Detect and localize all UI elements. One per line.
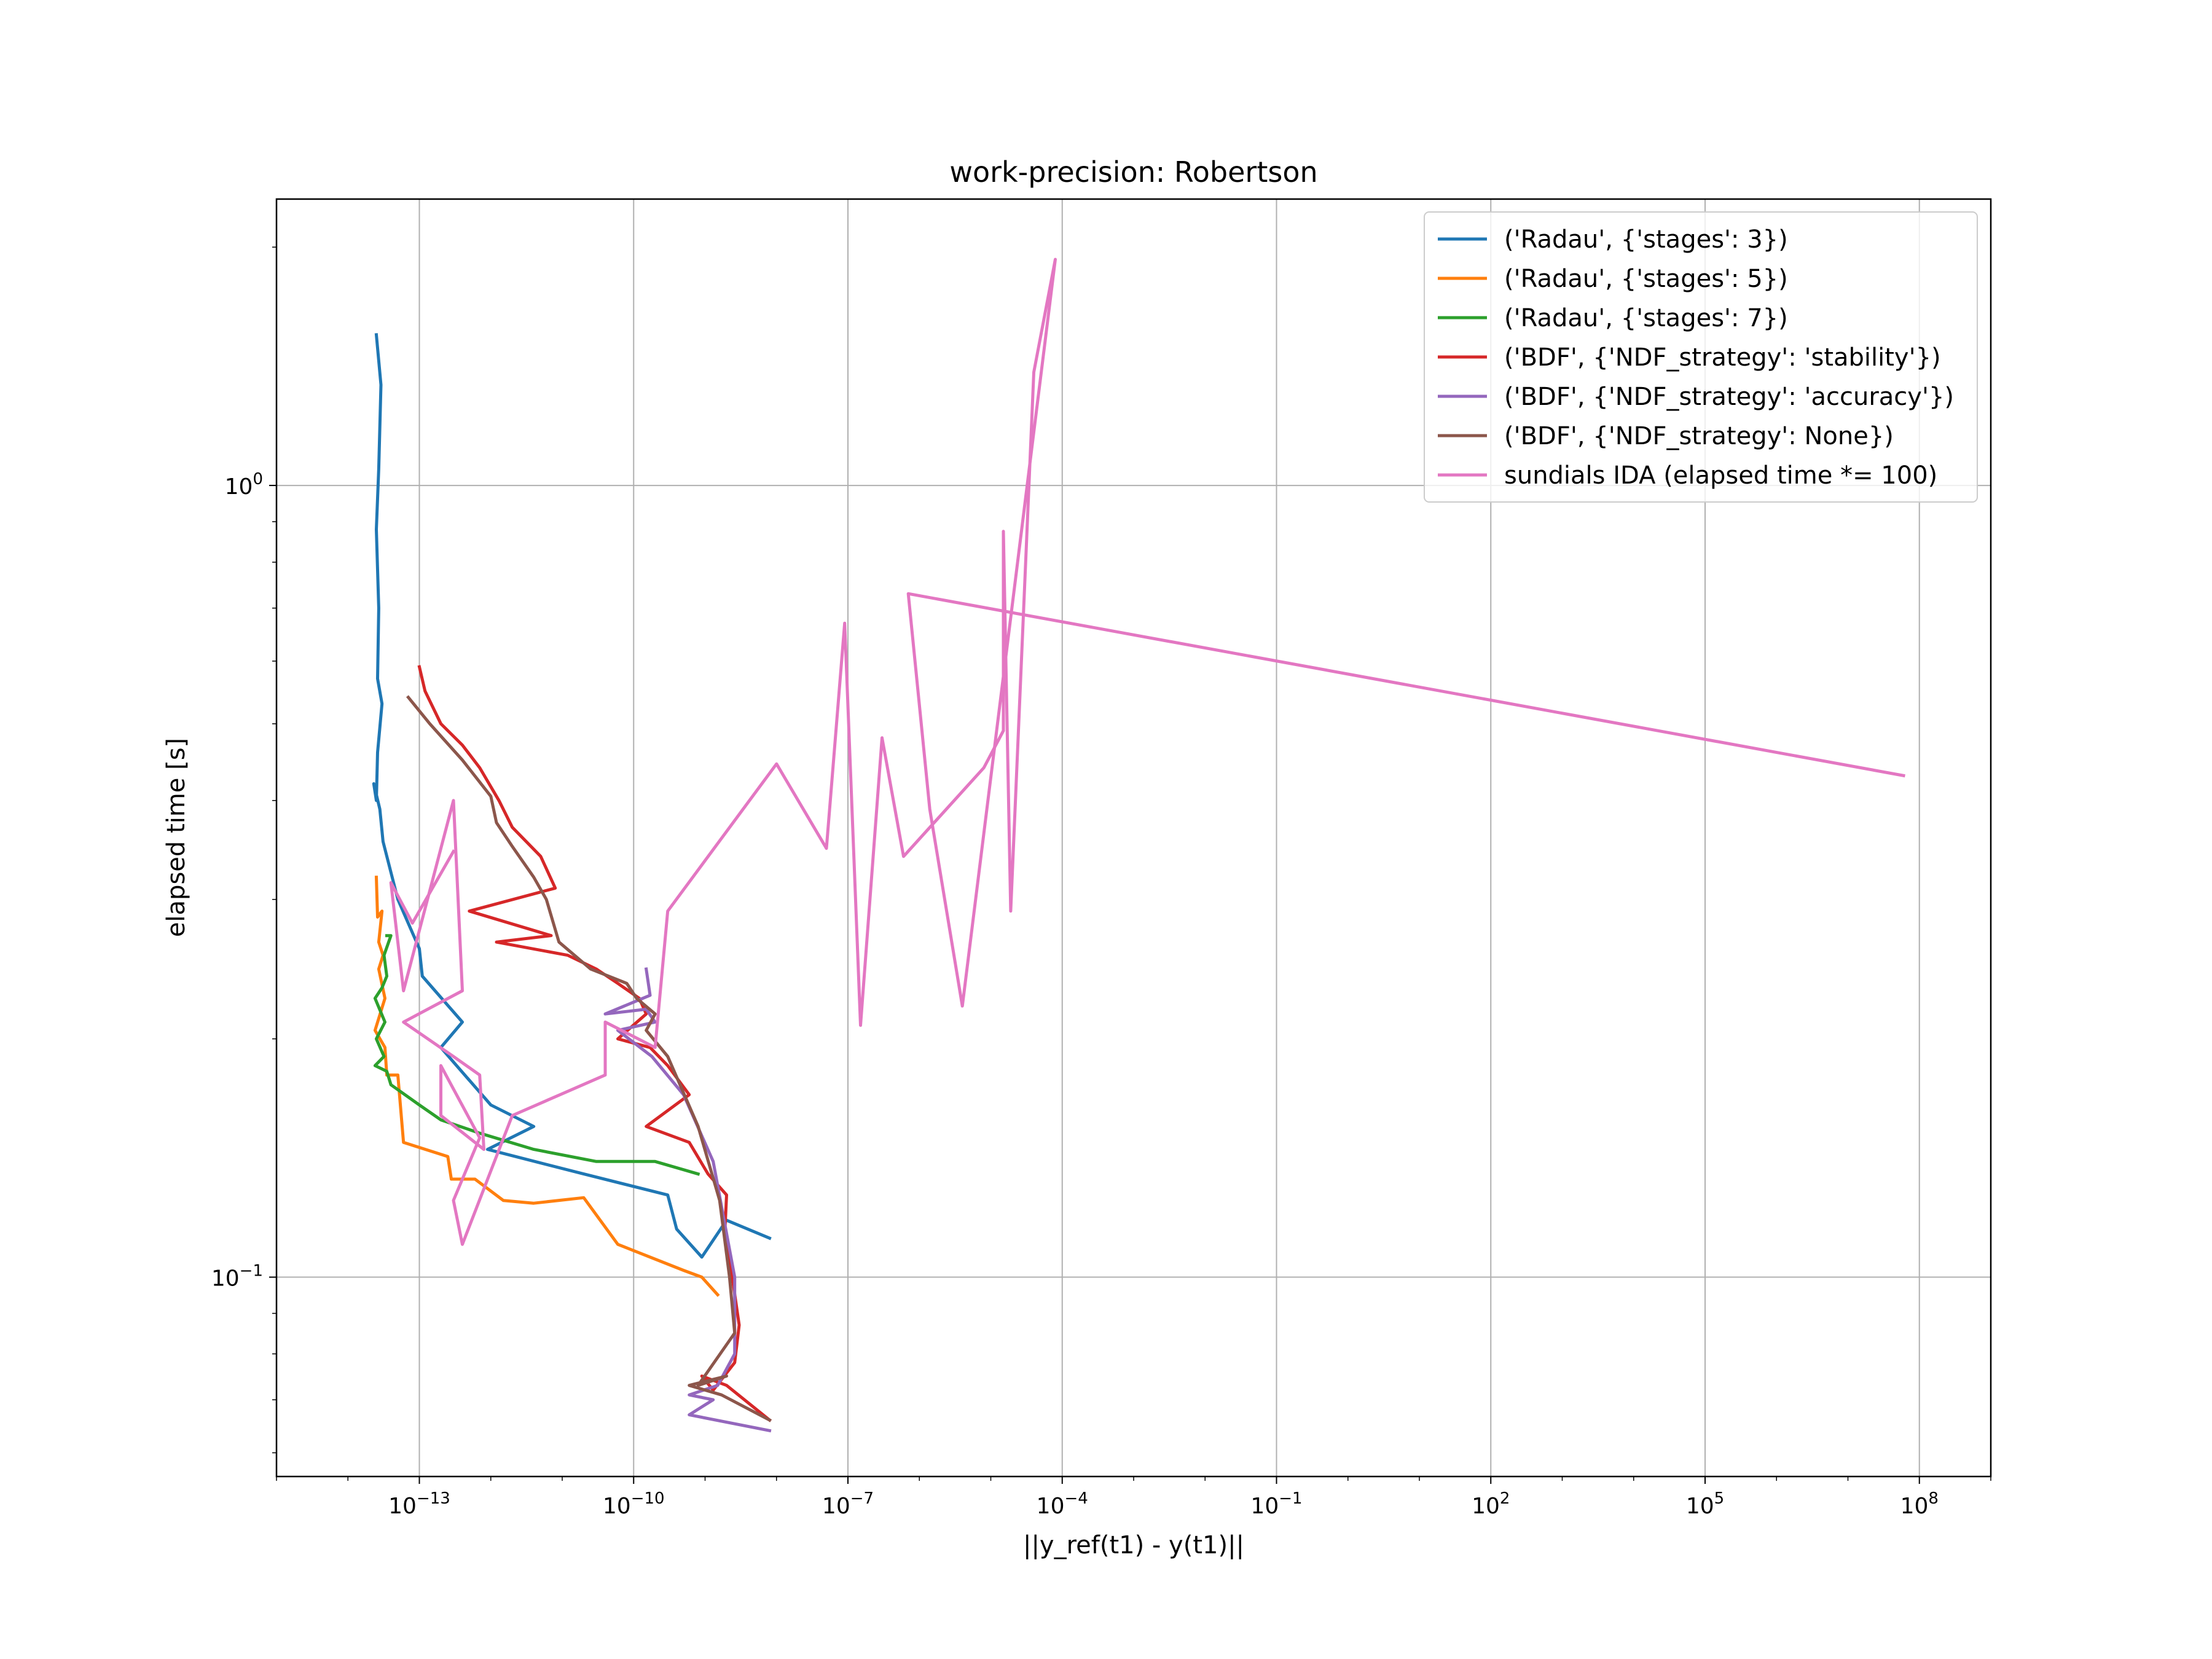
y-axis-label: elapsed time [s] [162,738,190,937]
series-lines [372,257,1905,1433]
series-line-1 [373,876,720,1297]
legend-entry: ('Radau', {'stages': 5}) [1504,265,1788,293]
x-tick-label: 10−1 [1250,1489,1302,1519]
x-tick-label: 102 [1472,1489,1510,1519]
x-tick-label: 10−4 [1037,1489,1088,1519]
x-tick-label: 105 [1686,1489,1724,1519]
legend-entry: ('BDF', {'NDF_strategy': 'accuracy'}) [1504,383,1954,411]
legend-entry: ('Radau', {'stages': 3}) [1504,226,1788,254]
legend: ('Radau', {'stages': 3}) ('Radau', {'stag… [1424,211,1978,503]
series-line-2 [373,934,700,1176]
x-tick-label: 10−13 [388,1489,450,1519]
series-line-5 [406,695,772,1422]
series-line-3 [417,665,772,1422]
x-axis-label: ||y_ref(t1) - y(t1)|| [1023,1531,1244,1559]
series-line-6 [389,257,1905,1246]
y-tick-label: 100 [225,470,263,500]
chart-title: work-precision: Robertson [949,155,1317,189]
legend-entry: ('BDF', {'NDF_strategy': None}) [1504,422,1894,450]
x-tick-label: 10−7 [822,1489,874,1519]
legend-box [1424,211,1978,503]
series-line-0 [372,333,772,1259]
x-tick-label: 10−10 [603,1489,665,1519]
ticks: 10−13 10−10 10−7 10−4 10−1 102 105 108 100 10−1 [211,246,1991,1519]
legend-entry: ('Radau', {'stages': 7}) [1504,304,1788,332]
legend-entry: sundials IDA (elapsed time *= 100) [1504,461,1937,490]
legend-entry: ('BDF', {'NDF_strategy': 'stability'}) [1504,343,1941,372]
y-tick-label: 10−1 [211,1262,263,1292]
x-tick-label: 108 [1900,1489,1939,1519]
